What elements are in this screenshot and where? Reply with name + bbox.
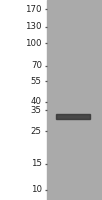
Bar [47, 0, 102, 200]
Text: 15: 15 [31, 159, 42, 168]
Text: 35: 35 [31, 106, 42, 115]
Text: 130: 130 [25, 22, 42, 31]
Text: 55: 55 [31, 77, 42, 86]
Text: 100: 100 [25, 39, 42, 48]
Text: 25: 25 [31, 127, 42, 136]
Text: 40: 40 [31, 97, 42, 106]
Bar [56, 114, 90, 119]
Text: 170: 170 [25, 5, 42, 14]
Text: 70: 70 [31, 61, 42, 70]
Text: 10: 10 [31, 185, 42, 194]
